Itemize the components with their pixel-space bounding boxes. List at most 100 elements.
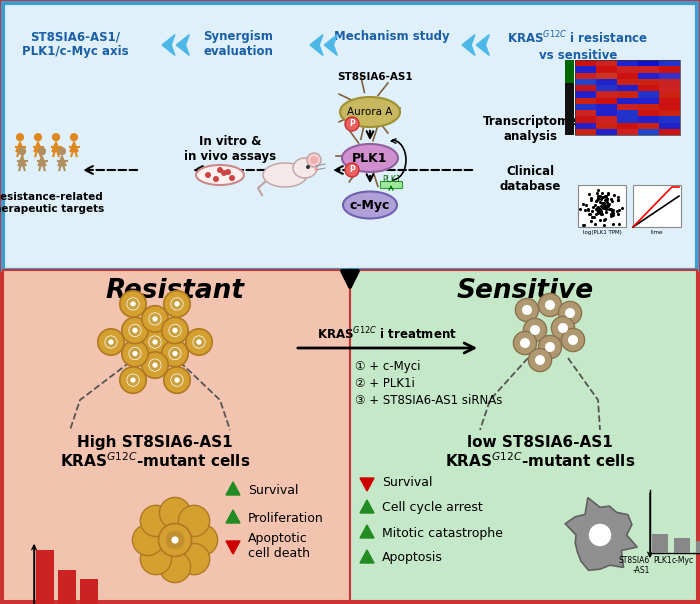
Ellipse shape: [263, 163, 307, 187]
Text: c-Myc: c-Myc: [350, 199, 390, 211]
Circle shape: [174, 301, 180, 307]
Circle shape: [213, 176, 219, 182]
Bar: [596, 60, 617, 66]
Text: Mechanism study: Mechanism study: [334, 30, 450, 43]
Circle shape: [132, 351, 138, 356]
Point: [608, 219, 619, 229]
Circle shape: [129, 347, 141, 360]
Text: ST8SIA6-AS1/
PLK1/c-Myc axis: ST8SIA6-AS1/ PLK1/c-Myc axis: [22, 30, 128, 58]
Bar: [659, 123, 680, 129]
Point: [598, 198, 610, 208]
Circle shape: [120, 367, 146, 393]
Bar: [575, 110, 596, 116]
Text: Apoptotic
cell death: Apoptotic cell death: [248, 532, 310, 560]
Circle shape: [178, 506, 210, 536]
Bar: [617, 129, 638, 135]
Circle shape: [345, 163, 359, 177]
Text: KRAS$^{G12C}$-mutant cells: KRAS$^{G12C}$-mutant cells: [444, 451, 635, 470]
Bar: [596, 97, 617, 104]
Polygon shape: [360, 525, 374, 538]
Point: [605, 204, 616, 214]
Circle shape: [172, 351, 178, 356]
Point: [589, 200, 601, 210]
Bar: [659, 104, 680, 110]
Circle shape: [559, 301, 582, 324]
Circle shape: [568, 335, 578, 345]
Point: [612, 195, 624, 205]
Circle shape: [229, 175, 235, 181]
Polygon shape: [565, 498, 637, 570]
Bar: [350, 270, 697, 601]
Bar: [3, 270, 350, 601]
Point: [592, 207, 603, 216]
Point: [580, 205, 591, 214]
Bar: [575, 123, 596, 129]
Point: [580, 201, 592, 210]
Point: [601, 207, 612, 216]
Point: [601, 197, 612, 207]
Bar: [578, 185, 626, 227]
Point: [612, 195, 624, 205]
Text: ST8SIA6
-AS1: ST8SIA6 -AS1: [619, 556, 650, 576]
Circle shape: [530, 325, 540, 335]
Circle shape: [169, 324, 181, 336]
Text: PLK1: PLK1: [653, 556, 672, 565]
Circle shape: [169, 347, 181, 360]
Circle shape: [160, 551, 190, 583]
Point: [578, 220, 589, 230]
Polygon shape: [324, 34, 337, 56]
Point: [601, 194, 612, 204]
Point: [603, 204, 615, 214]
Circle shape: [120, 291, 146, 317]
Bar: [575, 66, 596, 72]
Bar: [617, 91, 638, 97]
Bar: [36, 550, 54, 604]
Bar: [659, 79, 680, 85]
Point: [587, 207, 598, 216]
Bar: [638, 72, 659, 79]
Bar: [617, 110, 638, 116]
Circle shape: [186, 329, 212, 355]
Text: KRAS$^{G12C}$-mutant cells: KRAS$^{G12C}$-mutant cells: [60, 451, 250, 470]
Circle shape: [158, 524, 192, 556]
Point: [596, 188, 608, 198]
Text: Aurora A: Aurora A: [347, 107, 393, 117]
Point: [600, 204, 611, 213]
Bar: [638, 116, 659, 123]
Polygon shape: [476, 34, 489, 56]
Bar: [633, 185, 681, 227]
Point: [596, 198, 607, 208]
Bar: [575, 91, 596, 97]
Bar: [596, 85, 617, 91]
Point: [595, 194, 606, 204]
Polygon shape: [52, 142, 60, 152]
Point: [584, 210, 595, 219]
Circle shape: [314, 167, 318, 170]
Circle shape: [538, 335, 561, 359]
Text: KRAS$^{G12C}$ i treatment: KRAS$^{G12C}$ i treatment: [317, 326, 457, 342]
Bar: [617, 72, 638, 79]
Point: [606, 194, 617, 204]
Text: Apoptosis: Apoptosis: [382, 551, 443, 565]
Point: [587, 202, 598, 211]
Text: Sensitive: Sensitive: [456, 278, 594, 304]
Circle shape: [130, 301, 136, 307]
Circle shape: [515, 298, 538, 321]
Bar: [575, 104, 596, 110]
Text: PLK1: PLK1: [352, 152, 388, 164]
Point: [592, 207, 603, 217]
Point: [595, 192, 606, 202]
Point: [601, 202, 612, 211]
Polygon shape: [16, 142, 24, 152]
Text: ③ + ST8SIA6-AS1 siRNAs: ③ + ST8SIA6-AS1 siRNAs: [355, 394, 503, 407]
Bar: [617, 97, 638, 104]
Bar: [638, 129, 659, 135]
Circle shape: [140, 506, 172, 536]
Point: [616, 203, 627, 213]
Point: [607, 210, 618, 219]
Point: [592, 205, 603, 214]
Circle shape: [71, 133, 78, 141]
Circle shape: [561, 329, 584, 352]
Bar: [659, 72, 680, 79]
Text: log(PLK1 TPM): log(PLK1 TPM): [582, 230, 622, 235]
